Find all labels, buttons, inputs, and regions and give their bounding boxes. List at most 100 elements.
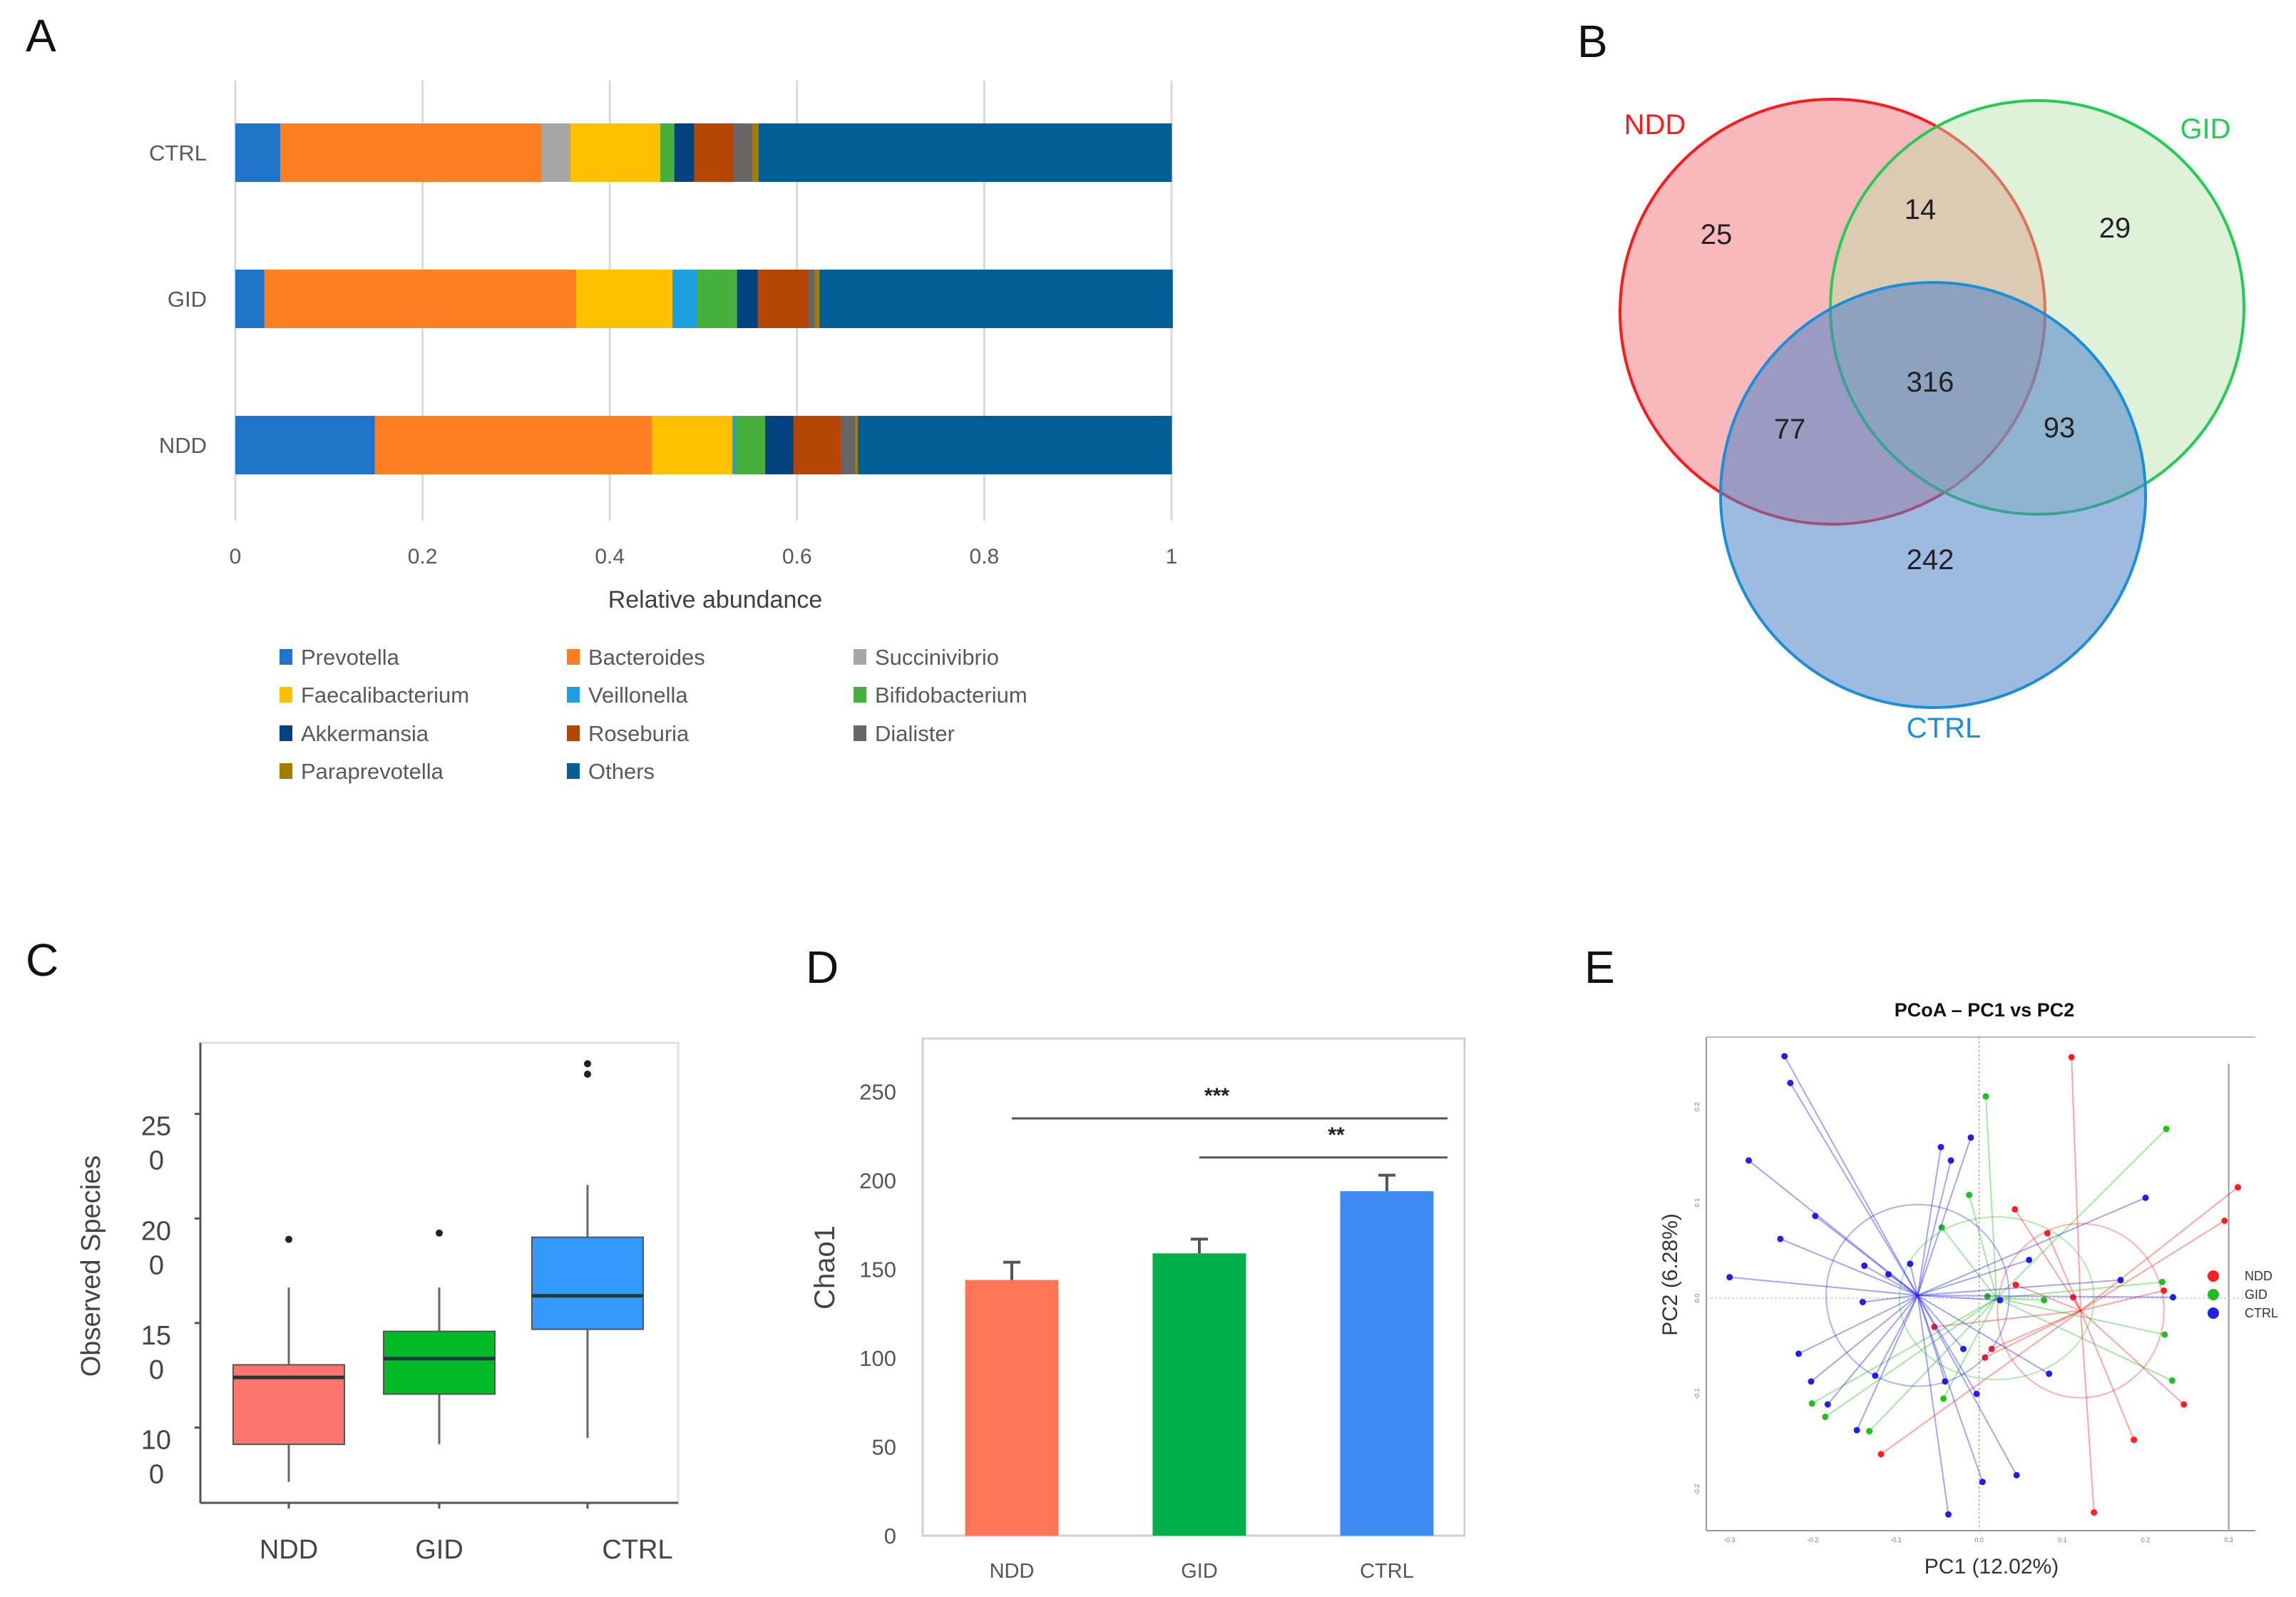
- bar-segment-dialister: [841, 416, 856, 474]
- y-tick-label: 150: [859, 1257, 896, 1282]
- spider-line: [1909, 1263, 1919, 1296]
- legend-label: Dialister: [875, 721, 955, 746]
- spider-line: [1880, 1310, 2081, 1455]
- data-point: [1942, 1378, 1949, 1385]
- bar-ctrl: [1340, 1191, 1434, 1536]
- bar-segment-others: [758, 123, 1172, 182]
- data-point: [2026, 1256, 2033, 1263]
- spider-line: [1868, 1297, 1997, 1432]
- legend-swatch: [280, 649, 292, 665]
- legend-label: GID: [2245, 1287, 2267, 1302]
- data-point: [1861, 1262, 1868, 1270]
- spider-line: [1862, 1295, 1918, 1303]
- bar-ndd: [965, 1280, 1059, 1536]
- data-point: [1960, 1345, 1967, 1352]
- bar-segment-akkermansia: [765, 416, 794, 474]
- group-ellipse: [1997, 1223, 2165, 1399]
- bar-segment-bacteroides: [280, 123, 542, 182]
- spider-line: [1917, 1295, 1946, 1382]
- bar-segment-dialister: [733, 123, 753, 182]
- spider-line: [1827, 1295, 1919, 1405]
- bar-segment-prevotella: [235, 416, 376, 474]
- venn-count-ndd-gid: 14: [1905, 194, 1937, 225]
- bar-segment-faecalibacterium: [570, 123, 661, 182]
- spider-line: [2071, 1057, 2081, 1311]
- data-point: [1940, 1395, 1947, 1402]
- data-point: [1997, 1297, 2004, 1304]
- venn-count-all: 316: [1907, 367, 1954, 398]
- data-point: [1973, 1390, 1980, 1397]
- spider-line: [1996, 1128, 2167, 1299]
- legend-label: Bacteroides: [588, 645, 705, 670]
- spider-line: [2080, 1186, 2239, 1312]
- category-label: GID: [168, 287, 207, 312]
- spider-line: [1917, 1295, 1964, 1349]
- x-tick-label: CTRL: [602, 1535, 672, 1565]
- significance-label: **: [1328, 1123, 1345, 1147]
- spider-line: [1780, 1238, 1918, 1297]
- spider-line: [1917, 1197, 2146, 1297]
- venn-count-ndd-ctrl: 77: [1774, 414, 1806, 445]
- bar-segment-bifidobacterium: [697, 270, 738, 328]
- bar-segment-akkermansia: [737, 270, 759, 328]
- category-label: NDD: [159, 433, 207, 458]
- data-point: [1872, 1372, 1879, 1379]
- spider-line: [1942, 1297, 1998, 1399]
- data-point: [1967, 1134, 1974, 1141]
- legend-swatch: [567, 649, 580, 665]
- box-gid: [383, 1330, 496, 1395]
- bar-segment-dialister: [808, 270, 816, 328]
- legend-label: Akkermansia: [301, 721, 429, 746]
- data-point: [1877, 1451, 1885, 1458]
- y-axis-label: PC2 (6.28%): [1659, 1213, 1682, 1336]
- legend-label: NDD: [2245, 1269, 2272, 1283]
- data-point: [1988, 1345, 1995, 1352]
- y-tick-label: 0.1: [1693, 1198, 1701, 1208]
- legend-swatch: [280, 763, 292, 779]
- y-tick-label: -0.1: [1693, 1388, 1701, 1399]
- spider-line: [1917, 1259, 2029, 1297]
- spider-line: [1917, 1160, 1952, 1296]
- bar-segment-others: [858, 416, 1172, 474]
- x-axis-label: PC1 (12.02%): [1925, 1555, 2059, 1578]
- data-point: [2161, 1331, 2168, 1338]
- spider-line: [1810, 1295, 1918, 1382]
- x-tick-label: 0.8: [970, 545, 1000, 568]
- spider-line: [1917, 1295, 2000, 1301]
- x-tick-label: CTRL: [1360, 1560, 1414, 1583]
- venn-count-ctrl-only: 242: [1907, 544, 1954, 576]
- data-point: [2170, 1294, 2176, 1301]
- data-point: [1984, 1292, 1991, 1300]
- data-point: [1937, 1143, 1944, 1150]
- bar-segment-roseburia: [694, 123, 734, 182]
- panel-letters: A B C D E: [26, 10, 1615, 993]
- spider-line: [1917, 1295, 2050, 1374]
- outlier-point: [285, 1235, 292, 1243]
- group-ctrl: [1726, 1053, 2176, 1518]
- data-point: [2091, 1509, 2098, 1516]
- data-point: [1853, 1427, 1860, 1434]
- venn-count-gid-only: 29: [2099, 213, 2131, 244]
- spider-line: [2014, 1208, 2081, 1312]
- spider-line: [1997, 1281, 2163, 1300]
- data-point: [1979, 1479, 1986, 1486]
- bar-segment-faecalibacterium: [652, 416, 733, 474]
- spider-line: [1917, 1295, 2173, 1298]
- spider-line: [2080, 1310, 2185, 1405]
- panel-letter-d: D: [806, 942, 839, 993]
- x-tick-label: 0.3: [2224, 1536, 2233, 1544]
- spider-line: [1789, 1082, 1919, 1296]
- data-point: [1938, 1224, 1945, 1231]
- venn-count-gid-ctrl: 93: [2044, 412, 2076, 444]
- data-point: [2046, 1370, 2053, 1377]
- bar-segment-roseburia: [793, 416, 842, 474]
- bar-segment-others: [819, 270, 1173, 328]
- data-point: [2131, 1437, 2138, 1444]
- legend-label: Prevotella: [301, 645, 400, 670]
- bar-segment-paraprevotella: [814, 270, 820, 328]
- spider-line: [2080, 1310, 2095, 1513]
- data-point: [2044, 1230, 2051, 1237]
- x-tick-label: 0.0: [1974, 1536, 1984, 1544]
- data-point: [1726, 1274, 1733, 1281]
